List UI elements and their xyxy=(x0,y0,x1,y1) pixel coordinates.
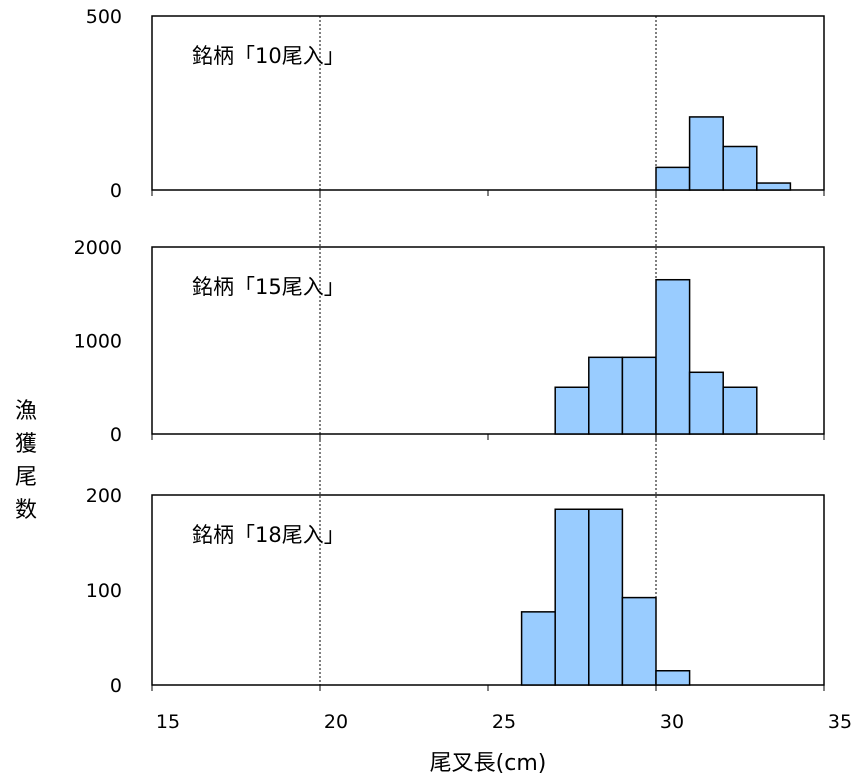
histogram-bar xyxy=(655,166,691,191)
histogram-bar xyxy=(655,278,691,435)
histogram-bar xyxy=(554,386,590,435)
panel-label: 銘柄「18尾入」 xyxy=(192,523,345,547)
y-tick-label: 500 xyxy=(86,6,122,28)
histogram-bar xyxy=(588,356,624,435)
y-axis-title-char: 漁 xyxy=(15,399,37,424)
y-tick-label: 0 xyxy=(110,675,122,697)
x-axis: 15 20 25 30 35 xyxy=(156,711,852,733)
histogram-bar xyxy=(688,116,724,191)
y-tick-label: 2000 xyxy=(74,237,122,259)
y-axis-title-char: 獲 xyxy=(15,432,37,457)
panel-label: 銘柄「10尾入」 xyxy=(192,44,345,68)
panel-2: 0 1000 2000 銘柄「15尾入」 xyxy=(74,237,825,446)
x-tick-label: 15 xyxy=(156,711,180,733)
x-tick-label: 35 xyxy=(828,711,852,733)
x-axis-title: 尾叉長(cm) xyxy=(430,751,547,776)
y-tick-label: 200 xyxy=(86,485,122,507)
y-axis-title: 漁獲尾数 xyxy=(15,399,37,523)
panels-layer: 0 500 銘柄「10尾入」 0 1000 2000 銘柄「15尾入」 0 100 200 銘柄「1… xyxy=(74,6,825,697)
histogram-bar xyxy=(621,356,657,435)
histogram-bar xyxy=(722,386,758,435)
y-axis-title-char: 数 xyxy=(15,498,37,523)
y-tick-label: 0 xyxy=(110,424,122,446)
histogram-bar xyxy=(621,596,657,686)
y-axis-title-char: 尾 xyxy=(15,465,37,490)
x-tick-label: 20 xyxy=(324,711,348,733)
histogram-bar xyxy=(520,611,556,686)
reference-lines xyxy=(319,16,657,685)
histogram-bar xyxy=(688,371,724,435)
histogram-bar xyxy=(588,508,624,686)
y-tick-label: 100 xyxy=(86,580,122,602)
y-tick-label: 1000 xyxy=(74,331,122,353)
histogram-bar xyxy=(554,508,590,686)
histogram-bar xyxy=(655,670,691,686)
x-tick-label: 25 xyxy=(492,711,516,733)
histogram-bar xyxy=(756,182,792,191)
panel-label: 銘柄「15尾入」 xyxy=(192,275,345,299)
panel-1: 0 500 銘柄「10尾入」 xyxy=(86,6,825,202)
x-tick-label: 30 xyxy=(660,711,684,733)
y-tick-label: 0 xyxy=(110,180,122,202)
histogram-bar xyxy=(722,145,758,191)
panel-3: 0 100 200 銘柄「18尾入」 xyxy=(86,485,825,697)
